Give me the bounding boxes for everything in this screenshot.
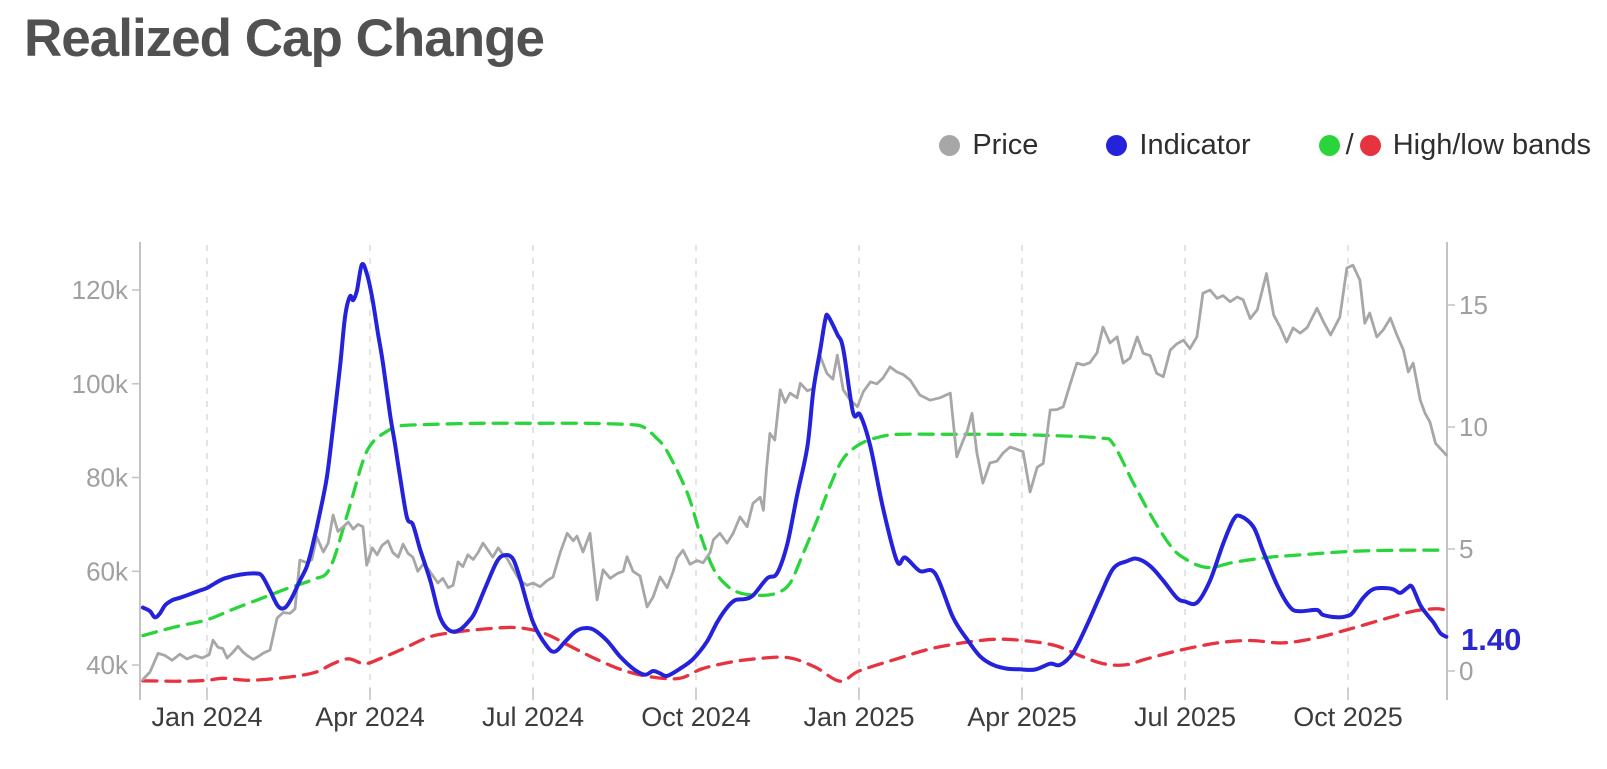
high-band-line (141, 421, 1448, 638)
x-axis-tick-label: Apr 2024 (315, 702, 425, 732)
right-axis-tick-label: 15 (1459, 290, 1488, 320)
chart-legend: Price Indicator / High/low bands (939, 129, 1591, 162)
right-axis-tick-label: 10 (1459, 412, 1488, 442)
legend-item-price[interactable]: Price (939, 129, 1038, 162)
right-axis-tick-label: 0 (1459, 656, 1473, 686)
left-axis-tick-label: 100k (72, 369, 129, 399)
legend-slash: / (1345, 129, 1354, 161)
indicator-last-value-label: 1.40 (1461, 622, 1521, 657)
x-axis-tick-label: Jan 2025 (803, 702, 914, 732)
price-line (141, 263, 1448, 681)
left-axis-tick-label: 40k (86, 650, 129, 680)
high-band-dot-icon (1318, 135, 1340, 156)
legend-item-bands[interactable]: / High/low bands (1318, 129, 1591, 162)
x-axis-tick-label: Apr 2025 (967, 702, 1077, 732)
left-axis-tick-label: 120k (72, 275, 129, 305)
legend-item-indicator[interactable]: Indicator (1106, 129, 1251, 162)
legend-label-price: Price (972, 129, 1039, 161)
legend-label-indicator: Indicator (1139, 129, 1251, 161)
indicator-line (140, 262, 1449, 679)
x-axis-tick-label: Jul 2025 (1134, 702, 1236, 732)
indicator-dot-icon (1106, 135, 1128, 156)
price-dot-icon (939, 135, 961, 156)
left-axis-tick-label: 80k (86, 463, 129, 493)
low-band-dot-icon (1359, 135, 1381, 156)
x-axis-tick-label: Jan 2024 (151, 702, 262, 732)
low-band-line (141, 607, 1448, 683)
x-axis-tick-label: Jul 2024 (482, 702, 584, 732)
left-axis-tick-label: 60k (86, 556, 129, 586)
legend-label-bands: High/low bands (1392, 129, 1591, 161)
chart-title: Realized Cap Change (24, 9, 545, 68)
x-axis-tick-label: Oct 2025 (1293, 702, 1403, 732)
x-axis-tick-label: Oct 2024 (641, 702, 751, 732)
right-axis-tick-label: 5 (1459, 534, 1473, 564)
